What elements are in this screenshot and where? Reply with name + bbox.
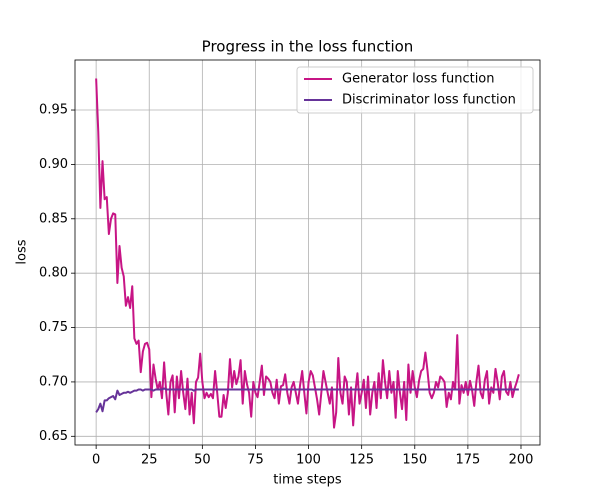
x-tick-label: 200 bbox=[509, 453, 534, 468]
legend-box bbox=[296, 66, 534, 114]
series-line bbox=[95, 78, 520, 429]
x-tick-label: 100 bbox=[296, 453, 321, 468]
y-tick-label: 0.90 bbox=[39, 157, 68, 172]
legend-label: Discriminator loss function bbox=[342, 93, 516, 108]
x-tick-label: 0 bbox=[92, 453, 100, 468]
x-axis-label: time steps bbox=[273, 473, 342, 488]
series-line bbox=[95, 387, 519, 413]
y-tick-label: 0.80 bbox=[39, 266, 68, 281]
x-tick-label: 150 bbox=[402, 453, 427, 468]
x-tick-label: 50 bbox=[194, 453, 211, 468]
y-tick-label: 0.95 bbox=[39, 103, 68, 118]
x-tick-label: 125 bbox=[349, 453, 374, 468]
x-tick-label: 175 bbox=[455, 453, 480, 468]
chart-title: Progress in the loss function bbox=[202, 38, 414, 56]
y-axis-label: loss bbox=[15, 239, 30, 264]
y-tick-label: 0.65 bbox=[39, 429, 68, 444]
legend-label: Generator loss function bbox=[342, 72, 495, 87]
x-tick-label: 75 bbox=[247, 453, 264, 468]
y-tick-label: 0.85 bbox=[39, 211, 68, 226]
y-tick-label: 0.75 bbox=[39, 320, 68, 335]
x-tick-label: 25 bbox=[141, 453, 158, 468]
y-tick-label: 0.70 bbox=[39, 374, 68, 389]
plot-frame bbox=[74, 59, 541, 446]
